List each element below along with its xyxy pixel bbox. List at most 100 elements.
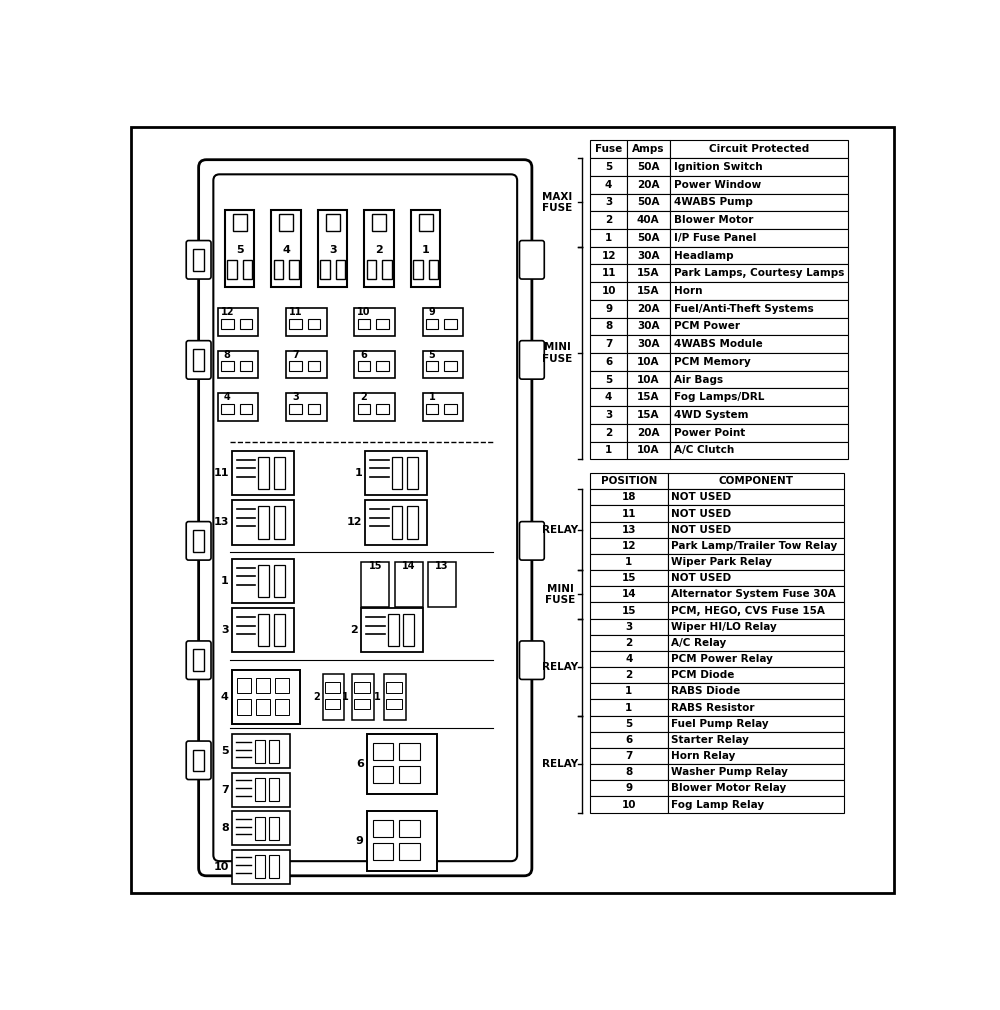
- Bar: [286, 393, 327, 421]
- Bar: [286, 308, 327, 336]
- Text: NOT USED: NOT USED: [671, 508, 732, 518]
- Text: 7: 7: [625, 751, 632, 762]
- Text: NOT USED: NOT USED: [671, 524, 732, 534]
- Bar: [193, 249, 204, 271]
- Bar: [399, 767, 420, 784]
- Text: Alternator System Fuse 30A: Alternator System Fuse 30A: [671, 590, 836, 599]
- Text: 15: 15: [622, 574, 636, 583]
- Bar: [590, 489, 668, 505]
- Text: RELAY: RELAY: [542, 663, 579, 672]
- Text: 7: 7: [605, 339, 612, 349]
- Bar: [354, 350, 395, 379]
- Bar: [364, 210, 394, 287]
- Text: 4: 4: [221, 692, 229, 702]
- Text: 3: 3: [292, 392, 299, 402]
- Text: Wiper Park Relay: Wiper Park Relay: [671, 558, 772, 567]
- Bar: [444, 362, 457, 372]
- Bar: [668, 505, 844, 521]
- Text: 1: 1: [354, 468, 362, 478]
- Text: 11: 11: [601, 269, 616, 279]
- FancyBboxPatch shape: [519, 521, 544, 561]
- Bar: [336, 260, 345, 279]
- Text: 12: 12: [347, 517, 362, 527]
- Text: 10: 10: [601, 286, 616, 296]
- Bar: [376, 319, 388, 329]
- Bar: [318, 210, 347, 287]
- Bar: [627, 352, 670, 371]
- Bar: [668, 781, 844, 797]
- Bar: [258, 457, 269, 489]
- Text: RELAY: RELAY: [542, 524, 579, 534]
- Bar: [256, 700, 270, 715]
- Bar: [392, 506, 402, 538]
- Bar: [384, 674, 406, 720]
- Text: PCM Diode: PCM Diode: [671, 671, 735, 680]
- Text: 15: 15: [622, 606, 636, 615]
- Text: 3: 3: [605, 410, 612, 420]
- FancyBboxPatch shape: [213, 175, 517, 862]
- Text: 5: 5: [625, 719, 632, 729]
- Bar: [399, 843, 420, 861]
- Bar: [232, 773, 290, 807]
- Text: 10A: 10A: [637, 357, 659, 367]
- Bar: [590, 424, 627, 441]
- Text: POSITION: POSITION: [601, 476, 657, 486]
- Text: 15A: 15A: [637, 392, 659, 402]
- Bar: [365, 500, 427, 544]
- Bar: [269, 739, 279, 763]
- Bar: [590, 635, 668, 651]
- Bar: [399, 820, 420, 837]
- Bar: [240, 404, 252, 414]
- Bar: [670, 140, 848, 159]
- Bar: [289, 404, 302, 414]
- Bar: [243, 260, 252, 279]
- Bar: [444, 404, 457, 414]
- Bar: [668, 521, 844, 537]
- Bar: [354, 308, 395, 336]
- Bar: [255, 855, 265, 878]
- Bar: [269, 855, 279, 878]
- Bar: [365, 450, 427, 496]
- Bar: [308, 362, 320, 372]
- Bar: [590, 537, 668, 553]
- Text: 10: 10: [213, 862, 229, 872]
- Bar: [352, 674, 374, 720]
- Text: 10: 10: [357, 307, 370, 317]
- Text: 8: 8: [221, 823, 229, 833]
- Bar: [444, 319, 457, 329]
- Text: 1: 1: [625, 703, 632, 713]
- Text: 4WABS Module: 4WABS Module: [674, 339, 762, 349]
- Bar: [627, 335, 670, 352]
- Bar: [232, 811, 290, 845]
- Text: 4WABS Pump: 4WABS Pump: [674, 197, 753, 207]
- Bar: [221, 319, 234, 329]
- Bar: [232, 849, 290, 884]
- Bar: [668, 553, 844, 570]
- Bar: [373, 843, 393, 861]
- Text: Blower Motor: Blower Motor: [674, 215, 753, 225]
- Text: 1: 1: [374, 692, 381, 702]
- Text: 15A: 15A: [637, 269, 659, 279]
- Bar: [232, 608, 294, 652]
- Text: 6: 6: [625, 735, 632, 745]
- Text: 12: 12: [601, 250, 616, 261]
- Text: 9: 9: [625, 784, 632, 794]
- Bar: [367, 811, 437, 872]
- FancyBboxPatch shape: [186, 240, 211, 279]
- Text: 5: 5: [221, 746, 229, 756]
- Text: 4WD System: 4WD System: [674, 410, 748, 420]
- Bar: [590, 473, 668, 489]
- Bar: [590, 317, 627, 335]
- Bar: [361, 563, 389, 607]
- Bar: [668, 668, 844, 684]
- Text: 15: 15: [369, 562, 382, 572]
- Bar: [423, 393, 463, 421]
- Bar: [256, 678, 270, 693]
- Text: 1: 1: [605, 233, 612, 242]
- Text: Circuit Protected: Circuit Protected: [709, 144, 809, 155]
- Bar: [670, 282, 848, 300]
- Bar: [627, 229, 670, 246]
- Bar: [407, 506, 418, 538]
- Bar: [193, 649, 204, 671]
- Bar: [320, 260, 330, 279]
